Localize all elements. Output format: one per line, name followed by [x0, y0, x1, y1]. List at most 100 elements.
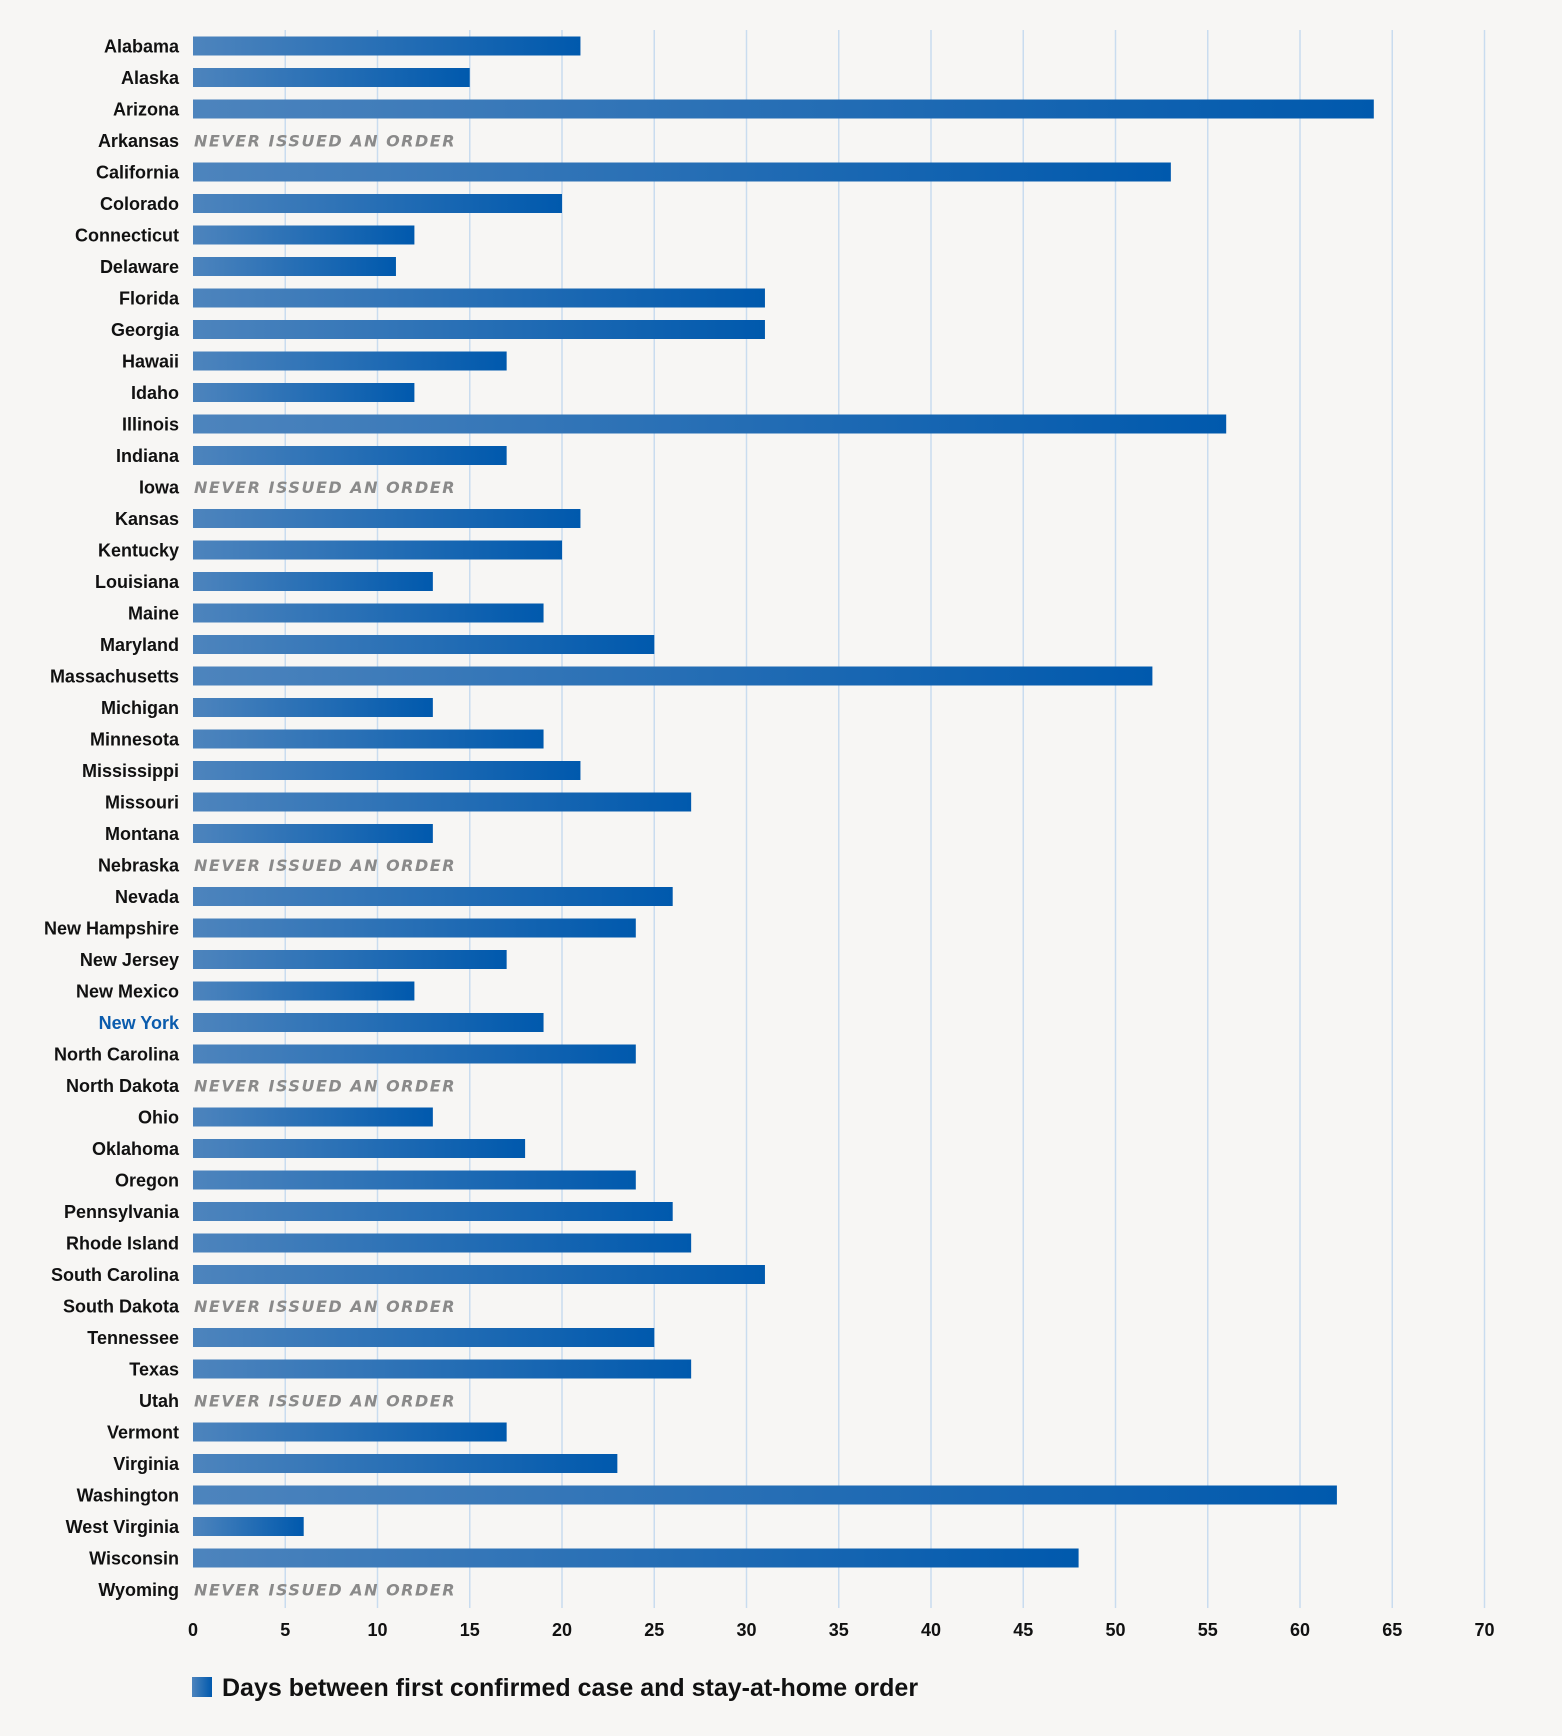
category-label: Delaware: [100, 257, 179, 277]
bar: [193, 666, 1153, 686]
no-order-label: NEVER ISSUED AN ORDER: [194, 1581, 456, 1600]
bar: [193, 1422, 507, 1442]
category-label: Arizona: [113, 100, 180, 120]
bar: [193, 446, 507, 465]
category-label: Oklahoma: [92, 1139, 180, 1159]
x-tick-label: 10: [367, 1620, 387, 1640]
x-tick-label: 5: [280, 1620, 290, 1640]
x-tick-label: 15: [460, 1620, 480, 1640]
bar: [193, 383, 415, 402]
bar: [193, 1139, 526, 1158]
bar: [193, 1013, 544, 1032]
bar: [193, 1328, 655, 1347]
bar: [193, 99, 1374, 119]
bar: [193, 540, 562, 560]
bar: [193, 1265, 765, 1284]
bar: [193, 887, 673, 906]
bar: [193, 729, 544, 749]
bar: [193, 320, 765, 339]
category-label: Washington: [77, 1486, 179, 1506]
bar: [193, 509, 581, 528]
category-label: New Mexico: [76, 982, 179, 1002]
category-label: Minnesota: [90, 730, 180, 750]
legend: Days between first confirmed case and st…: [192, 1674, 918, 1702]
no-order-label: NEVER ISSUED AN ORDER: [194, 1077, 456, 1096]
bar: [193, 950, 507, 969]
bar: [193, 1044, 636, 1064]
category-label: Idaho: [131, 383, 179, 403]
bar: [193, 918, 636, 938]
legend-swatch: [192, 1677, 212, 1697]
bar: [193, 36, 581, 56]
bar: [193, 194, 562, 213]
bar: [193, 225, 415, 245]
x-tick-label: 60: [1290, 1620, 1310, 1640]
category-label: New Jersey: [80, 950, 179, 970]
category-label: Virginia: [113, 1454, 180, 1474]
category-label: Mississippi: [82, 761, 179, 781]
category-label: Missouri: [105, 793, 179, 813]
category-label: North Dakota: [66, 1076, 180, 1096]
bar: [193, 162, 1171, 182]
category-label: Vermont: [107, 1423, 179, 1443]
category-label: North Carolina: [54, 1045, 180, 1065]
category-label: Texas: [129, 1360, 179, 1380]
category-label: Hawaii: [122, 352, 179, 372]
x-tick-label: 20: [552, 1620, 572, 1640]
bar: [193, 414, 1227, 434]
bars: NEVER ISSUED AN ORDER NEVER ISSUED AN ORD…: [193, 36, 1374, 1600]
category-label: Wyoming: [98, 1580, 179, 1600]
category-label: Nebraska: [98, 856, 180, 876]
category-label: Colorado: [100, 194, 179, 214]
bar: [193, 603, 544, 623]
category-label: Iowa: [139, 478, 180, 498]
bar: [193, 635, 655, 654]
category-label: Connecticut: [75, 226, 179, 246]
category-label: Kentucky: [98, 541, 179, 561]
category-label: Florida: [119, 289, 180, 309]
bar: [193, 257, 396, 276]
category-label: Maine: [128, 604, 179, 624]
category-label: Wisconsin: [89, 1549, 179, 1569]
category-label: Montana: [105, 824, 180, 844]
bar: [193, 1517, 304, 1536]
category-label: Arkansas: [98, 131, 179, 151]
x-tick-label: 25: [644, 1620, 664, 1640]
bar: [193, 1485, 1337, 1505]
x-axis-ticks: 0 5 10 15 20 25 30 35 40 45 50 55 60 65 70: [188, 1620, 1495, 1640]
bar: [193, 981, 415, 1001]
category-label: South Carolina: [51, 1265, 180, 1285]
no-order-label: NEVER ISSUED AN ORDER: [194, 1392, 456, 1411]
category-label: New York: [99, 1013, 180, 1033]
category-label: Ohio: [138, 1108, 179, 1128]
bar: [193, 792, 692, 812]
category-label: Michigan: [101, 698, 179, 718]
bar: [193, 761, 581, 780]
bar: [193, 1202, 673, 1221]
bar: [193, 824, 433, 843]
x-tick-label: 55: [1198, 1620, 1218, 1640]
x-tick-label: 65: [1382, 1620, 1402, 1640]
x-tick-label: 30: [736, 1620, 756, 1640]
no-order-label: NEVER ISSUED AN ORDER: [194, 478, 456, 497]
category-label: New Hampshire: [44, 919, 179, 939]
category-label: Massachusetts: [50, 667, 179, 687]
category-label: Maryland: [100, 635, 179, 655]
x-tick-label: 40: [921, 1620, 941, 1640]
x-tick-label: 35: [829, 1620, 849, 1640]
category-label: Louisiana: [95, 572, 180, 592]
category-label: Tennessee: [87, 1328, 179, 1348]
category-label: Nevada: [115, 887, 180, 907]
bar: [193, 1454, 618, 1473]
category-labels: Alabama Alaska Arizona Arkansas California Co…: [44, 37, 180, 1601]
category-label: Utah: [139, 1391, 179, 1411]
bar: [193, 288, 765, 308]
x-tick-label: 45: [1013, 1620, 1033, 1640]
x-tick-label: 50: [1105, 1620, 1125, 1640]
legend-label: Days between first confirmed case and st…: [222, 1674, 918, 1702]
no-order-label: NEVER ISSUED AN ORDER: [194, 856, 456, 875]
no-order-label: NEVER ISSUED AN ORDER: [194, 132, 456, 151]
category-label: California: [96, 163, 180, 183]
